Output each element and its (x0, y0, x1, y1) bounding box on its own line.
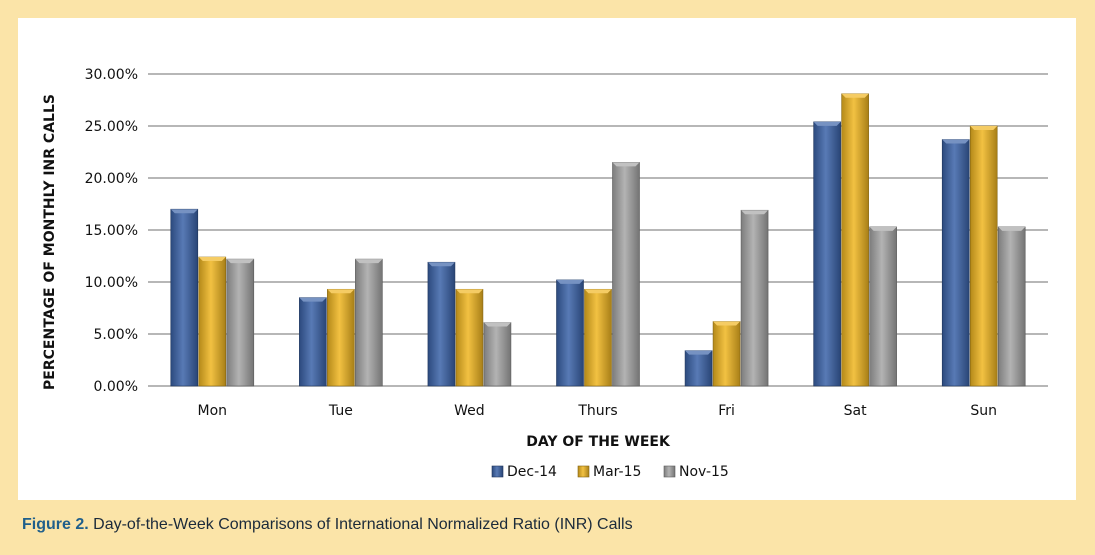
bar-nov-15-wed (483, 322, 512, 387)
bar-dec-14-sat (813, 121, 841, 387)
legend-label: Dec-14 (507, 464, 557, 480)
bar-nov-15-sun (997, 226, 1026, 387)
bar-dec-14-wed (427, 261, 456, 387)
bar-chart: 0.00% 5.00% 10.00% 15.00% 20.00% 25.00% 30.00%… (42, 67, 1048, 480)
y-tick-label: 20.00% (85, 171, 138, 187)
x-tick-label: Sat (844, 403, 867, 419)
chart-panel: 0.00% 5.00% 10.00% 15.00% 20.00% 25.00% 30.00%… (18, 18, 1076, 500)
bars (170, 93, 1026, 387)
bar-mar-15-sat (841, 93, 869, 387)
bar-mar-15-sun (969, 125, 998, 387)
figure-caption: Figure 2. Day-of-the-Week Comparisons of… (22, 516, 633, 534)
x-tick-label: Thurs (577, 403, 617, 419)
legend-label: Nov-15 (679, 464, 729, 480)
x-tick-label: Sun (970, 403, 997, 419)
figure-caption-text: Day-of-the-Week Comparisons of Internati… (88, 516, 633, 533)
legend-item-dec-14: Dec-14 (491, 464, 557, 480)
y-tick-label: 15.00% (85, 223, 138, 239)
bar-mar-15-tue (327, 288, 355, 387)
bar-dec-14-sun (941, 139, 970, 387)
legend-item-nov-15: Nov-15 (663, 464, 729, 480)
x-axis-ticks: Mon Tue Wed Thurs Fri Sat Sun (198, 403, 998, 419)
gridlines (148, 73, 1048, 387)
legend-swatch (491, 465, 504, 478)
bar-nov-15-fri (740, 209, 769, 387)
y-tick-label: 5.00% (94, 327, 138, 343)
legend-label: Mar-15 (593, 464, 641, 480)
bar-dec-14-fri (684, 350, 713, 387)
y-tick-label: 10.00% (85, 275, 138, 291)
legend-item-mar-15: Mar-15 (577, 464, 641, 480)
y-axis-title: PERCENTAGE OF MONTHLY INR CALLS (42, 94, 58, 390)
y-tick-label: 25.00% (85, 119, 138, 135)
bar-nov-15-tue (355, 258, 383, 387)
bar-dec-14-tue (299, 297, 327, 387)
figure-label: Figure 2. (22, 516, 89, 533)
bar-nov-15-mon (226, 258, 255, 387)
y-axis-ticks: 0.00% 5.00% 10.00% 15.00% 20.00% 25.00% 30.00% (85, 67, 138, 395)
bar-mar-15-wed (455, 288, 484, 387)
legend-swatch (663, 465, 676, 478)
y-tick-label: 0.00% (94, 379, 138, 395)
bar-mar-15-fri (712, 321, 741, 387)
x-tick-label: Mon (198, 403, 228, 419)
bar-nov-15-sat (869, 226, 897, 387)
bar-dec-14-mon (170, 208, 199, 387)
legend-swatch (577, 465, 590, 478)
legend: Dec-14 Mar-15 Nov-15 (491, 464, 729, 480)
x-tick-label: Tue (328, 403, 353, 419)
bar-mar-15-mon (198, 256, 227, 387)
y-tick-label: 30.00% (85, 67, 138, 83)
x-axis-title: DAY OF THE WEEK (526, 434, 671, 450)
bar-nov-15-thurs (612, 162, 640, 387)
x-tick-label: Fri (718, 403, 735, 419)
x-tick-label: Wed (454, 403, 485, 419)
bar-mar-15-thurs (584, 288, 612, 387)
bar-dec-14-thurs (556, 279, 584, 387)
